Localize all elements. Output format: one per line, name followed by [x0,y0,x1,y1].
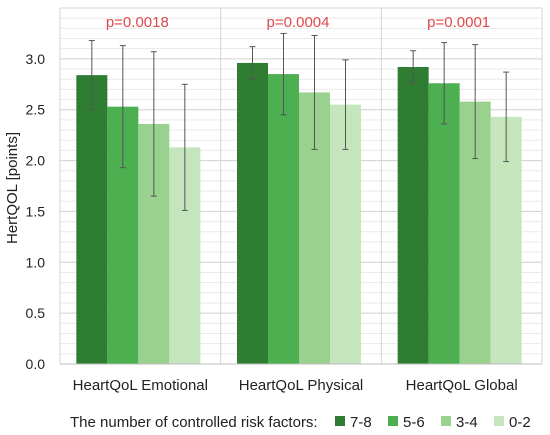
p-value-label: p=0.0004 [267,14,330,31]
bar [76,75,108,364]
bar [397,66,429,364]
legend-swatch [388,416,398,426]
bar [268,74,299,364]
legend-title: The number of controlled risk factors: [70,414,318,431]
p-value-label: p=0.0001 [427,14,490,31]
p-value-label: p=0.0018 [106,14,169,31]
p-value-annotations: p=0.0018 p=0.0004 p=0.0001 [106,14,490,31]
bar [428,83,460,365]
legend: The number of controlled risk factors: 7… [70,414,531,431]
y-tick-label: 1.5 [26,203,46,219]
x-category-label: HeartQoL Global [406,377,518,394]
legend-swatch [494,416,504,426]
x-category-label: HeartQoL Physical [239,377,364,394]
legend-entry: 5-6 [403,414,425,431]
bar [237,62,268,364]
y-tick-label: 0.5 [26,305,46,321]
y-axis-label: HertQOL [points] [4,132,21,244]
error-bars [88,32,510,211]
legend-entry: 3-4 [456,414,478,431]
y-tick-label: 1.0 [26,254,46,270]
y-tick-label: 2.5 [26,102,46,118]
y-tick-label: 3.0 [26,51,46,67]
axes: 0.0 0.5 1.0 1.5 2.0 2.5 3.0 HeartQoL Emotional H… [26,51,542,394]
y-tick-label: 2.0 [26,153,46,169]
legend-entry: 7-8 [350,414,372,431]
legend-swatch [441,416,451,426]
legend-swatch [335,416,345,426]
y-tick-label: 0.0 [26,356,46,372]
x-category-label: HeartQoL Emotional [73,377,208,394]
legend-entry: 0-2 [509,414,531,431]
bars [76,62,522,365]
